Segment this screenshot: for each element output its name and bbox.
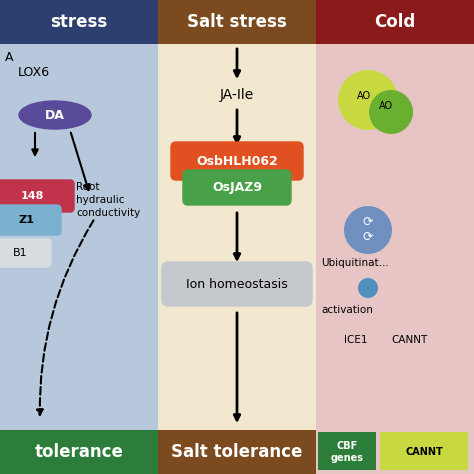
FancyBboxPatch shape: [171, 142, 303, 180]
Text: Root
hydraulic
conductivity: Root hydraulic conductivity: [76, 182, 140, 218]
Text: CBF
genes: CBF genes: [330, 441, 364, 463]
Text: Z1: Z1: [18, 215, 34, 225]
Bar: [158, 0, 316, 474]
FancyBboxPatch shape: [0, 205, 61, 235]
Ellipse shape: [19, 101, 91, 129]
Bar: [158, 0, 316, 44]
Bar: [158, 430, 316, 474]
Bar: [0, 430, 158, 474]
FancyBboxPatch shape: [0, 239, 51, 267]
Text: Salt stress: Salt stress: [187, 13, 287, 31]
Text: B1: B1: [13, 248, 27, 258]
Text: OsbHLH062: OsbHLH062: [196, 155, 278, 167]
Circle shape: [344, 206, 392, 254]
Bar: [380, 432, 468, 470]
Bar: [318, 432, 376, 470]
Text: Ion homeostasis: Ion homeostasis: [186, 277, 288, 291]
Bar: [0, 0, 158, 44]
Text: Ubiquitinat...: Ubiquitinat...: [321, 258, 389, 268]
Bar: [316, 0, 474, 44]
Text: OsJAZ9: OsJAZ9: [212, 181, 262, 193]
Text: ⟳
⟳: ⟳ ⟳: [363, 216, 373, 244]
Text: CANNT: CANNT: [405, 447, 443, 457]
Text: A: A: [5, 51, 13, 64]
Bar: [316, 0, 474, 474]
Text: ICE1: ICE1: [344, 335, 367, 345]
Circle shape: [338, 70, 398, 130]
Bar: [0, 0, 158, 474]
Circle shape: [358, 278, 378, 298]
Text: Cold: Cold: [374, 13, 416, 31]
Text: AO: AO: [357, 91, 371, 101]
Text: tolerance: tolerance: [35, 443, 123, 461]
Text: Salt tolerance: Salt tolerance: [171, 443, 303, 461]
Text: LOX6: LOX6: [18, 65, 50, 79]
Text: CANNT: CANNT: [391, 335, 427, 345]
Text: activation: activation: [321, 305, 373, 315]
Text: DA: DA: [45, 109, 65, 121]
Text: AO: AO: [379, 101, 393, 111]
Text: stress: stress: [50, 13, 108, 31]
FancyBboxPatch shape: [183, 170, 291, 205]
Text: 148: 148: [20, 191, 44, 201]
FancyBboxPatch shape: [0, 180, 74, 212]
Circle shape: [369, 90, 413, 134]
FancyBboxPatch shape: [162, 262, 312, 306]
Text: JA-Ile: JA-Ile: [220, 88, 254, 102]
